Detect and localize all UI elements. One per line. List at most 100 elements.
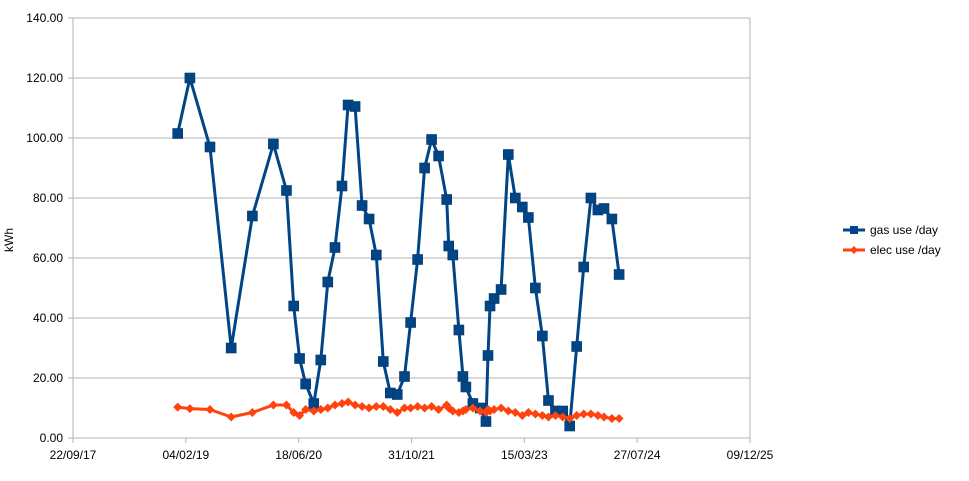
series-layer [172, 72, 625, 432]
elec-data-point [496, 403, 506, 413]
gas-data-point [268, 138, 279, 150]
gas-data-point [281, 185, 292, 196]
gas-data-point [503, 149, 514, 160]
gas-data-point [322, 276, 334, 288]
gas-data-point [204, 141, 216, 153]
legend-square-marker-icon [850, 226, 858, 234]
elec-data-point [378, 402, 388, 411]
elec-data-point [565, 414, 575, 423]
y-tick-label: 80.00 [33, 191, 63, 205]
elec-data-point [489, 405, 499, 414]
elec-data-point [247, 408, 257, 417]
gas-data-point [598, 203, 610, 214]
elec-data-point [316, 405, 326, 414]
elec-data-point [226, 412, 236, 422]
gas-data-point [288, 300, 300, 312]
gas-data-point [370, 249, 382, 261]
elec-data-point [558, 412, 568, 422]
elec-data-point [579, 409, 589, 419]
y-tick-label: 140.00 [26, 11, 63, 25]
gas-data-point [399, 371, 410, 382]
elec-data-point [461, 405, 471, 414]
elec-data-point [503, 406, 513, 416]
legend-label: elec use /day [870, 243, 941, 257]
gas-data-point [523, 212, 534, 223]
elec-data-point [572, 411, 582, 420]
gas-data-point [517, 201, 528, 213]
elec-data-point [523, 408, 533, 417]
gas-data-point [412, 254, 423, 265]
gas-data-point [480, 416, 492, 427]
gas-data-point [488, 293, 500, 304]
gas-data-point [294, 353, 305, 364]
elec-data-point [537, 411, 547, 420]
y-axis-label: kWh [2, 228, 16, 252]
y-tick-label: 100.00 [26, 131, 63, 145]
gas-data-point [460, 381, 472, 393]
gas-data-point [184, 72, 196, 84]
gas-data-point [495, 284, 507, 295]
gas-data-point [543, 395, 554, 406]
gas-data-point [329, 242, 341, 253]
elec-data-point [448, 406, 458, 416]
gas-data-point [530, 282, 541, 294]
elec-data-point [586, 409, 596, 419]
elec-data-point [593, 411, 603, 420]
elec-data-point [517, 411, 527, 420]
y-tick-label: 20.00 [33, 371, 63, 385]
elec-data-point [337, 399, 347, 408]
gas-data-point [300, 378, 311, 390]
x-tick-label: 18/06/20 [275, 448, 322, 462]
x-tick-label: 15/03/23 [501, 448, 548, 462]
gas-data-point [571, 341, 582, 352]
elec-data-point [330, 400, 340, 410]
y-tick-label: 120.00 [26, 71, 63, 85]
gas-data-point [578, 261, 589, 273]
legend-label: gas use /day [870, 223, 938, 237]
gas-data-point [247, 210, 258, 222]
gas-data-point [426, 134, 437, 145]
gas-data-point [363, 213, 375, 225]
gas-data-point [457, 371, 469, 382]
elec-data-point [205, 405, 215, 414]
gas-data-point [356, 200, 368, 211]
elec-data-point [530, 409, 540, 419]
elec-data-point [385, 405, 395, 414]
x-tick-label: 22/09/17 [50, 448, 97, 462]
elec-data-point [323, 403, 333, 413]
elec-data-point [427, 402, 437, 411]
y-tick-label: 40.00 [33, 311, 63, 325]
gas-data-point [349, 101, 361, 112]
elec-data-point [607, 414, 617, 423]
x-tick-label: 27/07/24 [614, 448, 661, 462]
elec-data-point [343, 397, 353, 407]
elec-data-point [185, 404, 195, 414]
gas-data-point [613, 269, 625, 280]
elec-data-point [301, 405, 311, 414]
series-line-gas [176, 76, 621, 428]
axes: 0.00 20.00 40.00 60.00 80.00 100.00 120.00 140.… [26, 11, 773, 462]
gas-data-point [377, 356, 389, 367]
x-tick-label: 04/02/19 [162, 448, 209, 462]
gas-data-point [537, 330, 548, 342]
elec-data-point [413, 402, 423, 411]
elec-data-point [357, 402, 367, 411]
elec-data-point [268, 400, 278, 410]
elec-data-point [420, 403, 430, 413]
x-tick-label: 09/12/25 [727, 448, 774, 462]
gas-data-point [172, 128, 184, 139]
gas-data-point [419, 162, 430, 174]
elec-data-point [400, 403, 410, 413]
y-tick-label: 0.00 [40, 431, 64, 445]
elec-data-point [599, 412, 609, 422]
gas-data-point [510, 192, 521, 204]
elec-data-point [510, 408, 520, 417]
elec-data-point [406, 403, 416, 413]
elec-data-point [173, 402, 183, 412]
gas-data-point [315, 354, 327, 366]
gas-data-point [405, 317, 416, 328]
gas-data-point [441, 194, 453, 205]
legend: gas use /day elec use /day [843, 223, 941, 257]
gas-data-point [336, 180, 348, 192]
gas-data-point [433, 150, 444, 162]
